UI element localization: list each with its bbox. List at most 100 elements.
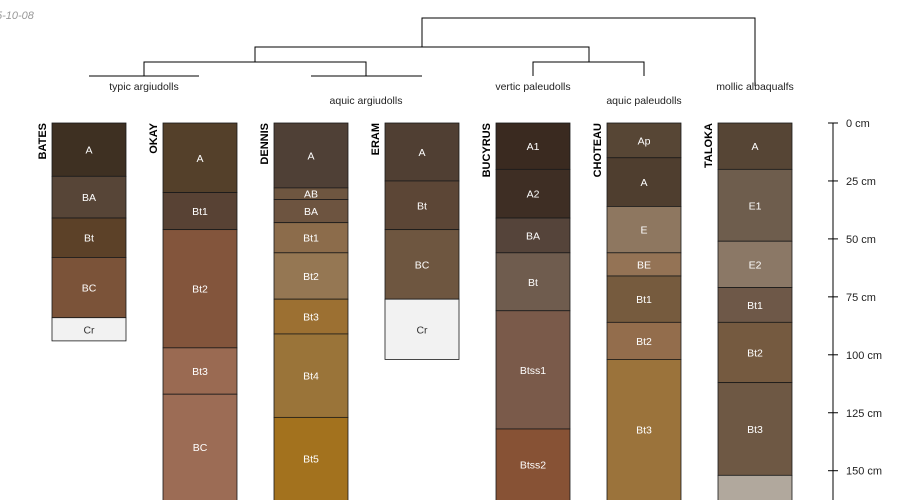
horizon-cr: [51, 317, 127, 342]
horizon-label: Bt3: [303, 312, 319, 324]
horizon-ap: [606, 122, 682, 159]
horizon-ba: [495, 217, 571, 254]
group-labels: typic argiudolls aquic argiudolls vertic…: [109, 81, 794, 107]
horizon-label: A: [751, 141, 758, 153]
horizon-bt2: [606, 321, 682, 360]
horizon-label: A: [640, 177, 647, 189]
profile-eram: ERAM A Bt BC Cr: [370, 122, 460, 360]
horizon-label: A: [418, 147, 425, 159]
depth-tick-label: 0 cm: [846, 118, 870, 130]
horizon-btss1: [495, 310, 571, 430]
horizon-label: Bt1: [303, 233, 319, 245]
horizon-cr: [384, 298, 460, 360]
horizon-label: A: [307, 150, 314, 162]
horizon-e2: [717, 240, 793, 288]
horizon-label: BA: [304, 206, 318, 218]
dendrogram-argiudoll-branch: [143, 61, 367, 76]
dendrogram-left-branch: [254, 46, 590, 62]
horizon-bt3: [162, 347, 238, 395]
group-label-aquic-argiudolls: aquic argiudolls: [330, 95, 403, 107]
horizon-label: Cr: [416, 324, 428, 336]
horizon-a: [162, 122, 238, 193]
horizon-label: Bt1: [192, 206, 208, 218]
horizon-a1: [495, 122, 571, 170]
horizon-bc: [162, 393, 238, 500]
horizon-label: A2: [527, 189, 540, 201]
profile-bucyrus: BUCYRUS A1 A2 BA Bt Btss1 Btss2: [481, 122, 571, 500]
horizon-label: Bt1: [636, 294, 652, 306]
profile-okay: OKAY A Bt1 Bt2 Bt3 BC: [148, 122, 238, 500]
horizon-label: Btss1: [520, 365, 546, 377]
horizon-bc: [384, 229, 460, 300]
horizon-a: [606, 157, 682, 207]
group-label-typic-argiudolls: typic argiudolls: [109, 81, 178, 93]
horizon-bt4: [273, 333, 349, 418]
horizon-label: Bt3: [747, 424, 763, 436]
depth-axis: 0 cm 25 cm 50 cm 75 cm 100 cm 125 cm 150 cm: [828, 118, 882, 500]
profile-dennis: DENNIS A AB BA Bt1 Bt2 Bt3 Bt4 Bt5: [259, 122, 349, 500]
profile-name: OKAY: [148, 122, 160, 153]
horizon-label: E1: [749, 200, 762, 212]
horizon-a2: [495, 168, 571, 219]
profile-choteau: CHOTEAU Ap A E BE Bt1 Bt2 Bt3: [592, 122, 682, 500]
horizon-btss2: [495, 428, 571, 500]
horizon-label: Bt2: [636, 336, 652, 348]
horizon-bt3: [717, 382, 793, 476]
horizon-bt2: [273, 252, 349, 300]
horizon-bt3: [606, 359, 682, 500]
group-label-mollic-albaqualfs: mollic albaqualfs: [716, 81, 794, 93]
horizon-label: Bt: [84, 233, 94, 245]
horizon-label: Ap: [638, 135, 651, 147]
depth-tick-label: 25 cm: [846, 176, 876, 188]
group-label-vertic-paleudolls: vertic paleudolls: [495, 81, 570, 93]
depth-tick-label: 75 cm: [846, 292, 876, 304]
horizon-e: [606, 206, 682, 254]
horizon-a: [717, 122, 793, 170]
horizon-a: [273, 122, 349, 189]
horizon-label: A1: [527, 141, 540, 153]
horizon-label: Bt1: [747, 300, 763, 312]
horizon-label: E2: [749, 259, 762, 271]
horizon-label: Btss2: [520, 459, 546, 471]
depth-tick-label: 50 cm: [846, 234, 876, 246]
horizon-label: BA: [82, 192, 96, 204]
profile-name: ERAM: [370, 123, 382, 155]
dendrogram-paleudoll-branch: [532, 61, 645, 76]
horizon-label: AB: [304, 189, 318, 201]
profile-name: BATES: [37, 123, 49, 159]
profile-name: TALOKA: [703, 123, 715, 168]
horizon-bt1: [162, 192, 238, 231]
horizon-bt1: [606, 275, 682, 323]
horizon-label: BE: [637, 259, 651, 271]
horizon-bt1: [717, 287, 793, 323]
depth-tick-label: 150 cm: [846, 466, 882, 478]
horizon-bt2: [162, 229, 238, 349]
horizon-e1: [717, 168, 793, 242]
horizon-label: Bt2: [303, 271, 319, 283]
horizon-label: BC: [193, 442, 208, 454]
horizon-label: Bt: [417, 200, 427, 212]
horizon-bt3: [273, 298, 349, 335]
horizon-label: A: [85, 145, 92, 157]
horizon-a: [51, 122, 127, 177]
horizon-label: Bt2: [747, 347, 763, 359]
horizon-label: Bt3: [192, 366, 208, 378]
depth-tick-label: 125 cm: [846, 408, 882, 420]
profile-bates: BATES A BA Bt BC Cr: [37, 122, 127, 342]
horizon-label: A: [196, 153, 203, 165]
horizon-unlabeled: [717, 474, 793, 500]
group-label-aquic-paleudolls: aquic paleudolls: [606, 95, 681, 107]
horizon-label: Bt: [528, 277, 538, 289]
horizon-label: Bt5: [303, 454, 319, 466]
profile-name: CHOTEAU: [592, 123, 604, 177]
horizon-label: Cr: [83, 324, 95, 336]
horizon-label: BC: [415, 259, 430, 271]
horizon-bt1: [273, 222, 349, 254]
profile-name: DENNIS: [259, 123, 271, 165]
soil-profiles: BATES A BA Bt BC Cr OKAY A Bt1 Bt2 Bt3 BC DENNIS A AB B…: [37, 122, 793, 500]
horizon-bt5: [273, 416, 349, 500]
horizon-label: Bt4: [303, 371, 319, 383]
horizon-label: BC: [82, 283, 97, 295]
horizon-label: BA: [526, 230, 540, 242]
